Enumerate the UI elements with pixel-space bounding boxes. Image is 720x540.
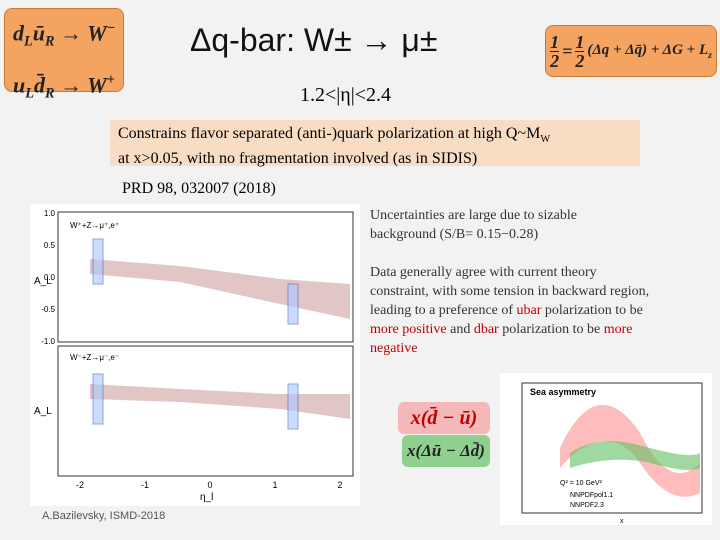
t: ubar: [516, 303, 542, 318]
tick: -1.0: [41, 337, 55, 346]
y-ticks: 1.0 0.5 0.0 -0.5 -1.0: [41, 209, 55, 346]
quark-formula: dLūR → W− uLd̄R → W+: [4, 8, 124, 101]
f: d: [13, 20, 24, 46]
plot-label: Q² = 10 GeV²: [560, 480, 602, 487]
tick: 2: [337, 480, 342, 490]
band: [90, 384, 350, 419]
f: 1: [575, 31, 585, 52]
f: → W: [60, 20, 107, 46]
panel: [57, 345, 354, 477]
panel-label: W⁺+Z→μ⁺,e⁺: [70, 221, 119, 230]
f: ū: [32, 20, 45, 46]
t: Constrains flavor separated (anti-)quark…: [118, 125, 541, 142]
axis-label: A_L: [34, 406, 52, 417]
box: [287, 283, 299, 325]
x-ticks: -2 -1 0 1 2: [76, 480, 343, 490]
f: (Δq + Δq̄) + ΔG + Lz: [587, 42, 712, 61]
t: and: [446, 322, 474, 337]
frame: [521, 382, 703, 514]
tick: -0.5: [41, 305, 55, 314]
legend: NNPDF2.3: [570, 502, 604, 509]
panel: [57, 211, 354, 343]
t: dbar: [473, 322, 499, 337]
f: R: [44, 85, 55, 102]
f: (Δq + Δq̄) + ΔG + L: [587, 41, 709, 58]
f: 2: [575, 50, 585, 71]
box: [287, 383, 299, 430]
green-box: x(Δū − Δd̄): [402, 435, 490, 467]
f: 2: [550, 50, 560, 71]
axis-label: η_l: [200, 492, 213, 503]
f: =: [562, 40, 573, 61]
footer: A.Bazilevsky, ISMD-2018: [42, 510, 166, 522]
tick: 1.0: [44, 209, 56, 218]
formula-row: dLūR → W−: [13, 9, 123, 61]
t: polarization to be: [498, 322, 604, 337]
asymmetry-plot: A_L A_L η_l W⁺+Z→μ⁺,e⁺ W⁻+Z→μ⁻,e⁻ 1.0 0.…: [30, 204, 360, 506]
title: Δq-bar: W± → μ±: [190, 22, 438, 58]
f: d̄: [33, 72, 45, 98]
t: W: [540, 134, 551, 146]
formula-row: uLd̄R → W+: [13, 61, 123, 113]
f: → W: [60, 72, 107, 98]
note: Uncertainties are large due to sizable b…: [370, 208, 577, 242]
band: [90, 259, 350, 319]
highlight-line: Constrains flavor separated (anti-)quark…: [118, 124, 632, 149]
f: 1: [550, 31, 560, 52]
box: [92, 238, 104, 285]
tick: -1: [141, 480, 149, 490]
tick: -2: [76, 480, 84, 490]
t: more negative: [370, 322, 633, 356]
tick: 0: [207, 480, 212, 490]
pink-box: x(d̄ − ū): [398, 402, 490, 434]
t: polarization to be: [541, 303, 643, 318]
tick: 0.0: [44, 273, 56, 282]
panel-label: W⁻+Z→μ⁻,e⁻: [70, 353, 119, 362]
sea-asymmetry-plot: Sea asymmetry Q² = 10 GeV² NNPDFpol1.1 N…: [500, 373, 712, 525]
box: [92, 373, 104, 425]
band: [570, 441, 700, 471]
t: more positive: [370, 322, 447, 337]
subtitle: 1.2<|η|<2.4: [300, 84, 392, 106]
highlight-line: at x>0.05, with no fragmentation involve…: [118, 150, 478, 168]
axis-label: A_L: [34, 276, 52, 287]
f: R: [44, 33, 55, 50]
tick: 0.5: [44, 241, 56, 250]
f: z: [708, 49, 712, 61]
tick: 1: [272, 480, 277, 490]
f: L: [24, 33, 33, 50]
f: L: [25, 85, 34, 102]
f: −: [106, 20, 116, 36]
axis-label: x: [620, 518, 624, 525]
f: u: [13, 72, 26, 98]
reference: PRD 98, 032007 (2018): [122, 180, 276, 197]
plot-bg: [30, 204, 360, 506]
t: Data generally agree with current theory…: [370, 265, 650, 318]
legend: NNPDFpol1.1: [570, 492, 613, 499]
plot-title: Sea asymmetry: [530, 387, 596, 397]
note: Data generally agree with current theory…: [370, 263, 650, 358]
f: +: [106, 71, 115, 88]
highlight-box: Constrains flavor separated (anti-)quark…: [110, 120, 640, 168]
